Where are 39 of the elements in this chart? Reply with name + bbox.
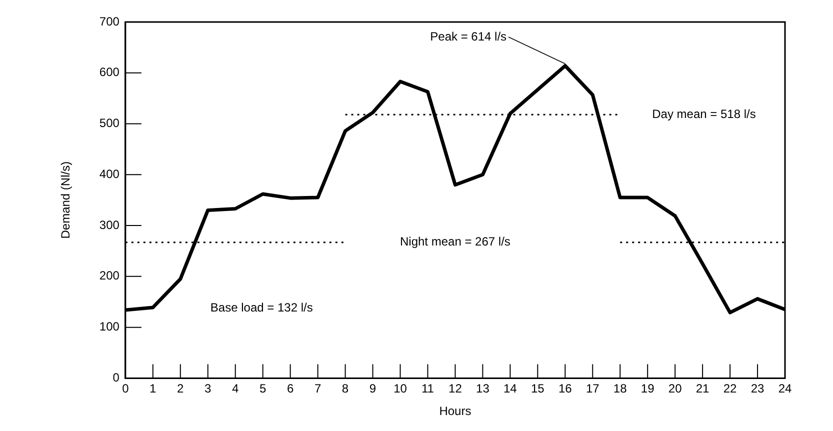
annotation: Night mean = 267 l/s xyxy=(400,234,510,249)
y-tick-label: 600 xyxy=(99,65,120,80)
x-tick-label: 1 xyxy=(150,382,157,396)
x-tick-label: 11 xyxy=(421,382,434,396)
x-tick-label: 17 xyxy=(586,382,600,396)
x-tick-label: 13 xyxy=(476,382,490,396)
x-axis-title: Hours xyxy=(439,404,472,418)
x-tick-label: 2 xyxy=(177,382,184,396)
x-tick-label: 4 xyxy=(232,382,240,396)
x-tick-label: 6 xyxy=(286,382,294,396)
y-tick-label: 500 xyxy=(99,116,120,130)
y-tick-label: 100 xyxy=(99,320,120,334)
y-axis-title: Demand (Nl/s) xyxy=(58,161,73,239)
x-tick-label: 12 xyxy=(448,382,462,396)
y-tick-label: 0 xyxy=(112,370,120,385)
y-tick-label: 200 xyxy=(99,268,120,283)
x-tick-label: 20 xyxy=(668,382,682,396)
y-tick-label: 300 xyxy=(99,218,120,232)
x-tick-label: 9 xyxy=(369,382,376,396)
x-tick-label: 21 xyxy=(696,382,710,396)
x-tick-label: 7 xyxy=(314,382,322,396)
y-tick-label: 700 xyxy=(99,14,120,28)
annotation: Day mean = 518 l/s xyxy=(652,106,756,121)
x-tick-label: 5 xyxy=(259,382,266,396)
y-tick-label: 400 xyxy=(99,166,120,181)
annotation: Peak = 614 l/s xyxy=(430,29,507,44)
x-tick-label: 24 xyxy=(778,382,792,396)
x-tick-label: 10 xyxy=(394,382,408,396)
annotation: Base load = 132 l/s xyxy=(210,300,313,315)
x-tick-label: 23 xyxy=(750,382,765,396)
x-tick-label: 3 xyxy=(204,382,212,396)
x-tick-label: 19 xyxy=(640,382,655,396)
x-tick-label: 22 xyxy=(723,382,738,396)
x-tick-label: 16 xyxy=(558,382,572,396)
x-tick-label: 15 xyxy=(530,382,545,396)
x-tick-label: 8 xyxy=(342,382,349,396)
x-tick-label: 14 xyxy=(503,382,518,396)
x-tick-label: 0 xyxy=(122,382,130,396)
x-tick-label: 18 xyxy=(613,382,628,396)
